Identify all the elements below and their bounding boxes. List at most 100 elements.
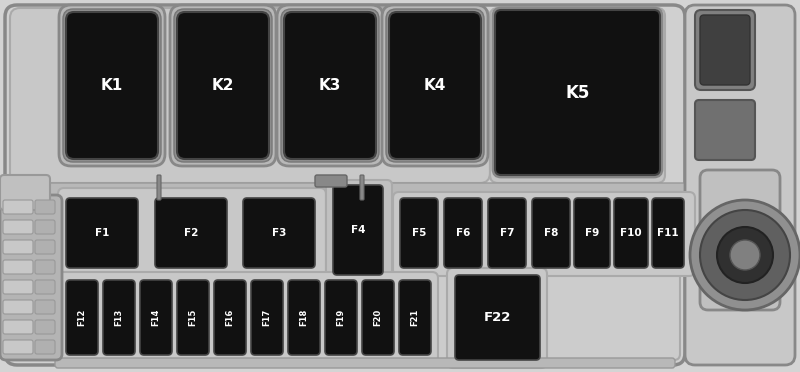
FancyBboxPatch shape	[59, 5, 165, 166]
Text: F14: F14	[151, 309, 161, 326]
Text: F20: F20	[374, 309, 382, 326]
FancyBboxPatch shape	[315, 175, 347, 187]
FancyBboxPatch shape	[35, 340, 55, 354]
FancyBboxPatch shape	[360, 175, 364, 200]
FancyBboxPatch shape	[174, 9, 272, 162]
Text: F9: F9	[585, 228, 599, 238]
Text: F8: F8	[544, 228, 558, 238]
Text: F21: F21	[410, 309, 419, 326]
FancyBboxPatch shape	[140, 280, 172, 355]
Text: K4: K4	[424, 78, 446, 93]
Text: K1: K1	[101, 78, 123, 93]
FancyBboxPatch shape	[488, 198, 526, 268]
FancyBboxPatch shape	[35, 320, 55, 334]
FancyBboxPatch shape	[55, 358, 675, 368]
FancyBboxPatch shape	[3, 280, 33, 294]
FancyBboxPatch shape	[155, 198, 227, 268]
FancyBboxPatch shape	[58, 188, 326, 278]
FancyBboxPatch shape	[35, 280, 55, 294]
Text: F13: F13	[114, 309, 123, 326]
Text: F5: F5	[412, 228, 426, 238]
FancyBboxPatch shape	[455, 275, 540, 360]
FancyBboxPatch shape	[399, 280, 431, 355]
FancyBboxPatch shape	[10, 183, 690, 195]
FancyBboxPatch shape	[444, 198, 482, 268]
FancyBboxPatch shape	[35, 220, 55, 234]
FancyBboxPatch shape	[382, 5, 488, 166]
FancyBboxPatch shape	[574, 198, 610, 268]
FancyBboxPatch shape	[400, 198, 438, 268]
FancyBboxPatch shape	[532, 198, 570, 268]
FancyBboxPatch shape	[35, 300, 55, 314]
Text: F11: F11	[657, 228, 679, 238]
Text: F15: F15	[189, 309, 198, 326]
FancyBboxPatch shape	[10, 8, 490, 183]
FancyBboxPatch shape	[326, 180, 392, 280]
FancyBboxPatch shape	[177, 280, 209, 355]
FancyBboxPatch shape	[3, 320, 33, 334]
FancyBboxPatch shape	[652, 198, 684, 268]
FancyBboxPatch shape	[493, 8, 662, 177]
Circle shape	[730, 240, 760, 270]
FancyBboxPatch shape	[10, 185, 680, 360]
Text: F4: F4	[350, 225, 366, 235]
Text: K3: K3	[319, 78, 341, 93]
FancyBboxPatch shape	[447, 268, 547, 368]
Text: K5: K5	[566, 83, 590, 102]
FancyBboxPatch shape	[251, 280, 283, 355]
Text: F1: F1	[95, 228, 109, 238]
FancyBboxPatch shape	[63, 9, 161, 162]
FancyBboxPatch shape	[3, 240, 33, 254]
FancyBboxPatch shape	[614, 198, 648, 268]
FancyBboxPatch shape	[3, 220, 33, 234]
FancyBboxPatch shape	[5, 5, 685, 365]
FancyBboxPatch shape	[695, 10, 755, 90]
FancyBboxPatch shape	[495, 10, 660, 175]
Text: F6: F6	[456, 228, 470, 238]
FancyBboxPatch shape	[362, 280, 394, 355]
FancyBboxPatch shape	[35, 200, 55, 214]
FancyBboxPatch shape	[3, 340, 33, 354]
FancyBboxPatch shape	[103, 280, 135, 355]
FancyBboxPatch shape	[685, 5, 795, 365]
FancyBboxPatch shape	[490, 8, 665, 183]
Circle shape	[700, 210, 790, 300]
FancyBboxPatch shape	[0, 195, 62, 360]
FancyBboxPatch shape	[0, 175, 50, 210]
Text: F3: F3	[272, 228, 286, 238]
FancyBboxPatch shape	[35, 260, 55, 274]
Circle shape	[717, 227, 773, 283]
FancyBboxPatch shape	[214, 280, 246, 355]
FancyBboxPatch shape	[157, 175, 161, 200]
Circle shape	[690, 200, 800, 310]
FancyBboxPatch shape	[393, 192, 695, 276]
FancyBboxPatch shape	[3, 200, 33, 214]
FancyBboxPatch shape	[35, 240, 55, 254]
FancyBboxPatch shape	[700, 15, 750, 85]
Text: F7: F7	[500, 228, 514, 238]
FancyBboxPatch shape	[170, 5, 276, 166]
FancyBboxPatch shape	[333, 185, 383, 275]
FancyBboxPatch shape	[3, 300, 33, 314]
Text: F10: F10	[620, 228, 642, 238]
FancyBboxPatch shape	[66, 198, 138, 268]
Text: F22: F22	[484, 311, 511, 324]
Text: F12: F12	[78, 309, 86, 326]
FancyBboxPatch shape	[695, 100, 755, 160]
FancyBboxPatch shape	[325, 280, 357, 355]
FancyBboxPatch shape	[386, 9, 484, 162]
FancyBboxPatch shape	[277, 5, 383, 166]
FancyBboxPatch shape	[284, 12, 376, 159]
FancyBboxPatch shape	[3, 260, 33, 274]
Text: K2: K2	[212, 78, 234, 93]
Text: F16: F16	[226, 309, 234, 326]
FancyBboxPatch shape	[243, 198, 315, 268]
FancyBboxPatch shape	[281, 9, 379, 162]
FancyBboxPatch shape	[288, 280, 320, 355]
FancyBboxPatch shape	[389, 12, 481, 159]
FancyBboxPatch shape	[66, 280, 98, 355]
Text: F19: F19	[337, 309, 346, 326]
FancyBboxPatch shape	[177, 12, 269, 159]
FancyBboxPatch shape	[66, 12, 158, 159]
FancyBboxPatch shape	[700, 170, 780, 310]
